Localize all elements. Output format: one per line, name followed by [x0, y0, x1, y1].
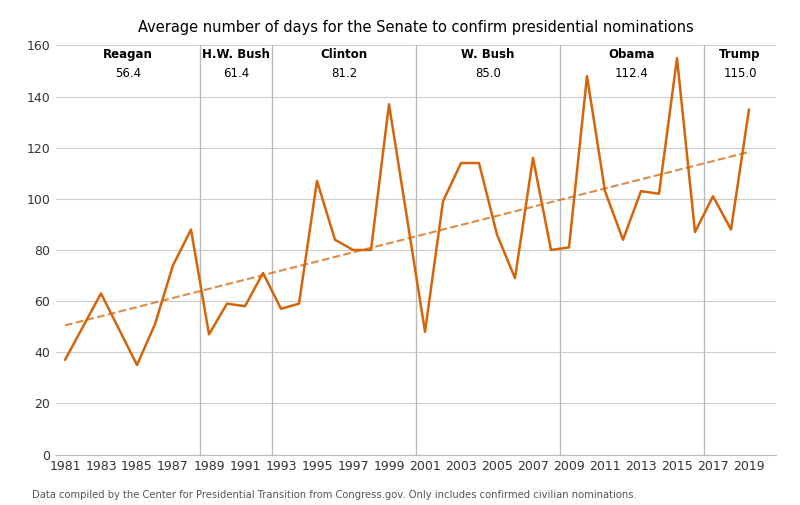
Text: 115.0: 115.0	[723, 67, 757, 80]
Text: Obama: Obama	[609, 48, 655, 61]
Text: 112.4: 112.4	[615, 67, 649, 80]
Text: H.W. Bush: H.W. Bush	[202, 48, 270, 61]
Text: 85.0: 85.0	[475, 67, 501, 80]
Text: Trump: Trump	[719, 48, 761, 61]
Text: 61.4: 61.4	[223, 67, 249, 80]
Text: 56.4: 56.4	[115, 67, 141, 80]
Text: Data compiled by the Center for Presidential Transition from Congress.gov. Only : Data compiled by the Center for Presiden…	[32, 490, 637, 500]
Text: Clinton: Clinton	[321, 48, 367, 61]
Title: Average number of days for the Senate to confirm presidential nominations: Average number of days for the Senate to…	[138, 20, 694, 34]
Text: Reagan: Reagan	[103, 48, 153, 61]
Text: 81.2: 81.2	[331, 67, 357, 80]
Text: W. Bush: W. Bush	[462, 48, 514, 61]
